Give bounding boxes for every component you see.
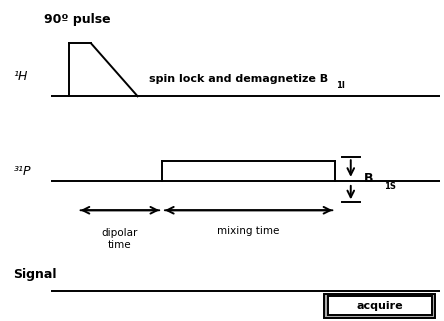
Bar (328, 296, 432, 315)
Bar (324, 294, 435, 318)
Text: 1S: 1S (384, 182, 396, 191)
Text: Signal: Signal (13, 268, 57, 281)
Text: dipolar
time: dipolar time (102, 228, 138, 249)
Text: spin lock and demagnetize B: spin lock and demagnetize B (149, 74, 328, 84)
Text: acquire: acquire (356, 301, 403, 311)
Text: ³¹P: ³¹P (13, 165, 31, 178)
Text: 90º pulse: 90º pulse (44, 13, 111, 26)
Text: ¹H: ¹H (13, 71, 28, 83)
Text: B: B (364, 172, 373, 185)
Text: 1I: 1I (336, 81, 345, 90)
Text: mixing time: mixing time (218, 226, 280, 236)
